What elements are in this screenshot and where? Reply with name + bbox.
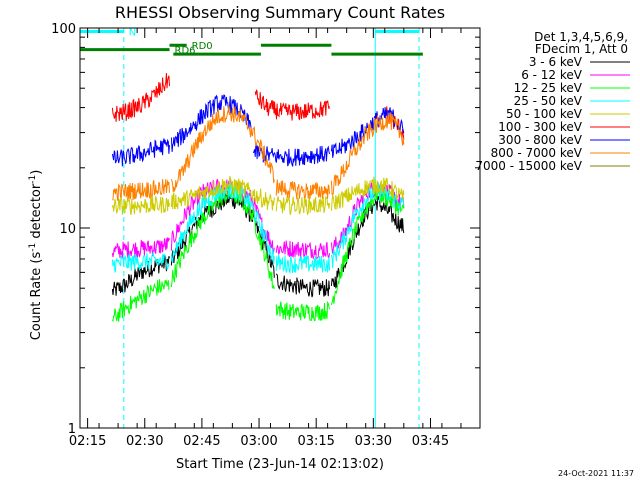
legend-header-line1: Det 1,3,4,5,6,9, [534, 30, 628, 44]
x-tick-label-1: 02:30 [126, 434, 163, 449]
legend-label-4: 50 - 100 keV [506, 107, 583, 121]
x-tick-label-6: 03:45 [412, 434, 449, 449]
legend-label-1: 6 - 12 keV [521, 68, 583, 82]
series-6-segment-0 [111, 138, 170, 167]
series-1-segment-0 [111, 237, 170, 259]
series-0-segment-3 [330, 195, 405, 289]
legend-label-5: 100 - 300 keV [498, 120, 582, 134]
series-5-segment-1 [254, 89, 330, 121]
legend: Det 1,3,4,5,6,9, FDecim 1, Att 0 3 - 6 k… [475, 30, 630, 173]
series-3-segment-0 [111, 250, 170, 273]
legend-header-line2: FDecim 1, Att 0 [535, 42, 628, 56]
legend-label-7: 800 - 7000 keV [491, 146, 583, 160]
chart-title: RHESSI Observing Summary Count Rates [115, 3, 445, 22]
series-4-segment-3 [330, 176, 405, 211]
series-2-segment-1 [170, 184, 275, 289]
legend-label-6: 300 - 800 keV [498, 133, 582, 147]
series-7-segment-1 [170, 105, 275, 193]
y-tick-label-2: 100 [51, 22, 76, 37]
series-3-segment-2 [275, 254, 330, 274]
state-label-2: RD0 [192, 41, 213, 52]
series-3-segment-3 [330, 180, 405, 269]
x-tick-label-2: 02:45 [183, 434, 220, 449]
x-tick-label-3: 03:00 [240, 434, 277, 449]
state-label-4: RD6 [175, 46, 196, 57]
x-tick-label-5: 03:30 [355, 434, 392, 449]
series-2-segment-0 [111, 279, 170, 323]
x-tick-label-4: 03:15 [297, 434, 334, 449]
x-tick-label-0: 02:15 [69, 434, 106, 449]
series-0-segment-2 [275, 273, 330, 298]
series-4-segment-0 [111, 196, 170, 215]
series-2-segment-2 [275, 300, 330, 322]
series-7-segment-3 [330, 112, 405, 196]
series-4-segment-1 [170, 176, 275, 211]
series-2-segment-3 [330, 184, 405, 306]
series-1-segment-2 [275, 240, 330, 260]
footer-date: 24-Oct-2021 11:37 [558, 469, 634, 478]
axis-ticks: 1 10 100 02:15 02:30 02:45 03:00 03:15 03:30 03:4… [51, 22, 481, 449]
series-4-segment-2 [275, 195, 330, 216]
series-6-segment-2 [252, 143, 330, 168]
legend-label-0: 3 - 6 keV [529, 55, 583, 69]
x-axis-label: Start Time (23-Jun-14 02:13:02) [176, 457, 384, 472]
y-tick-label-0: 1 [68, 422, 76, 437]
legend-label-2: 12 - 25 keV [514, 81, 583, 95]
y-axis-label: Count Rate (s-1 detector-1) [28, 170, 44, 341]
legend-label-8: 7000 - 15000 keV [475, 159, 582, 173]
series-7-segment-2 [275, 179, 330, 200]
series-5-segment-0 [111, 72, 170, 122]
legend-label-3: 25 - 50 keV [514, 94, 583, 108]
state-label-0: N [129, 28, 136, 39]
y-tick-label-1: 10 [59, 222, 76, 237]
series-7-segment-0 [112, 179, 170, 201]
